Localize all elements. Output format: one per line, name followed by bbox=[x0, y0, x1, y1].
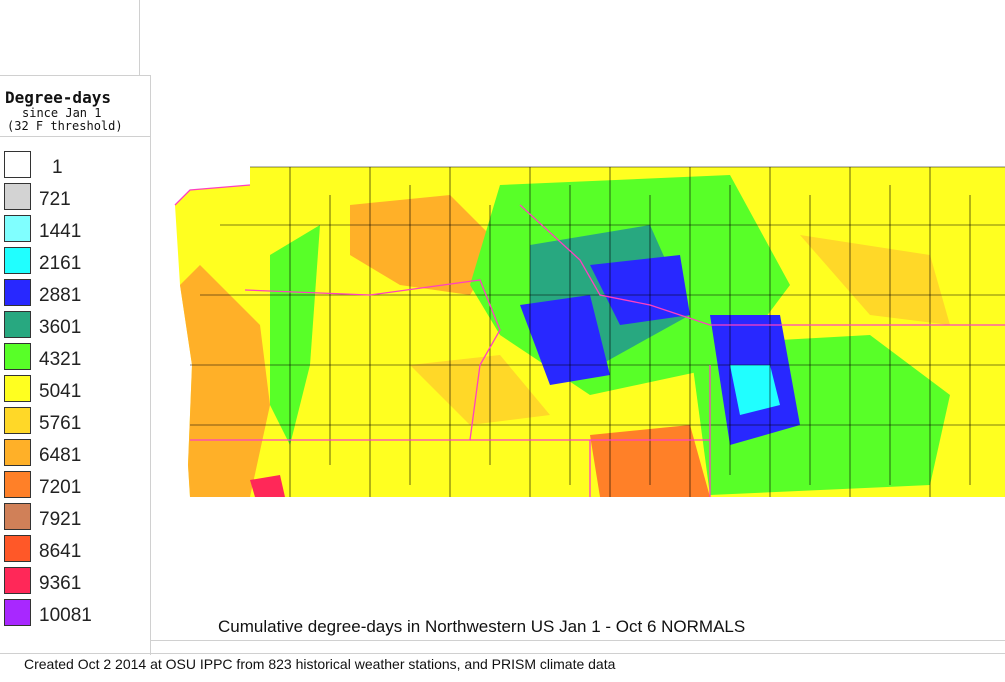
legend-swatch bbox=[4, 567, 31, 594]
legend-title: Degree-days bbox=[5, 88, 111, 107]
region-hot bbox=[250, 475, 285, 497]
legend-swatch bbox=[4, 439, 31, 466]
legend-label: 6481 bbox=[39, 445, 82, 466]
legend-label: 2161 bbox=[39, 253, 82, 274]
footer-credit: Created Oct 2 2014 at OSU IPPC from 823 … bbox=[24, 656, 616, 672]
legend-swatch bbox=[4, 311, 31, 338]
frame-line bbox=[0, 653, 1005, 654]
county-borders bbox=[190, 166, 1005, 497]
frame-line bbox=[0, 136, 150, 137]
degree-day-map bbox=[174, 166, 1005, 497]
legend-label: 2881 bbox=[39, 285, 82, 306]
region-blue-mt bbox=[590, 255, 690, 325]
legend-swatch bbox=[4, 343, 31, 370]
legend-label: 4321 bbox=[39, 349, 82, 370]
frame-line bbox=[0, 75, 151, 76]
legend-label: 1 bbox=[52, 157, 63, 178]
legend-label: 5041 bbox=[39, 381, 82, 402]
region-warm-snake bbox=[410, 355, 550, 425]
legend-label: 7201 bbox=[39, 477, 82, 498]
frame-line bbox=[139, 0, 140, 75]
frame-line bbox=[150, 75, 151, 655]
legend-label: 7921 bbox=[39, 509, 82, 530]
legend-subtitle: since Jan 1 bbox=[22, 106, 102, 120]
legend-label: 1441 bbox=[39, 221, 82, 242]
legend-swatch bbox=[4, 599, 31, 626]
map-title: Cumulative degree-days in Northwestern U… bbox=[218, 617, 746, 636]
legend-swatch bbox=[4, 535, 31, 562]
legend-swatch bbox=[4, 151, 31, 178]
legend-swatch bbox=[4, 183, 31, 210]
legend-label: 10081 bbox=[39, 605, 92, 626]
legend-swatch bbox=[4, 375, 31, 402]
legend-label: 8641 bbox=[39, 541, 82, 562]
legend-swatch bbox=[4, 247, 31, 274]
region-warm-ne bbox=[800, 235, 950, 325]
region-green-cascades bbox=[270, 225, 320, 445]
legend-swatch bbox=[4, 503, 31, 530]
legend-label: 3601 bbox=[39, 317, 82, 338]
frame-line bbox=[150, 640, 1005, 641]
region-cyan bbox=[730, 365, 780, 415]
legend-label: 721 bbox=[39, 189, 71, 210]
region-blue-idaho bbox=[520, 295, 610, 385]
region-warm-valley bbox=[350, 195, 500, 295]
legend-label: 9361 bbox=[39, 573, 82, 594]
legend-swatch bbox=[4, 471, 31, 498]
legend-swatch bbox=[4, 407, 31, 434]
legend-swatch bbox=[4, 215, 31, 242]
region-warm-coast bbox=[180, 265, 270, 497]
legend-threshold: (32 F threshold) bbox=[7, 119, 123, 133]
legend-label: 5761 bbox=[39, 413, 82, 434]
state-borders bbox=[174, 184, 1005, 497]
legend-swatch bbox=[4, 279, 31, 306]
